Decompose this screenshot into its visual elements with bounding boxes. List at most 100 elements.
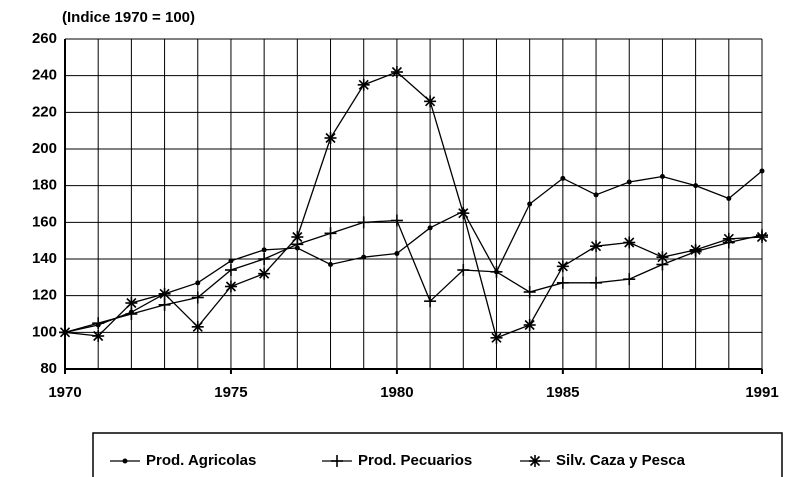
- legend-label: Silv. Caza y Pesca: [556, 452, 686, 469]
- x-tick-label: 1980: [380, 384, 413, 401]
- marker-dot: [427, 225, 433, 231]
- marker: [324, 132, 337, 144]
- marker-dot: [261, 247, 267, 253]
- chart-title: (Indice 1970 = 100): [62, 9, 195, 26]
- marker: [390, 214, 403, 227]
- marker-dot: [122, 458, 128, 464]
- x-tick-label: 1975: [214, 384, 247, 401]
- marker-dot: [228, 258, 234, 264]
- marker: [693, 183, 699, 189]
- marker: [191, 320, 204, 333]
- marker-stroke: [657, 252, 668, 263]
- marker: [331, 455, 343, 467]
- y-tick-label: 220: [32, 103, 57, 120]
- marker: [556, 276, 569, 289]
- marker: [593, 192, 599, 198]
- marker: [759, 168, 765, 174]
- y-tick-label: 180: [32, 177, 57, 194]
- marker-stroke: [425, 96, 436, 107]
- marker-stroke: [723, 233, 734, 244]
- marker: [457, 207, 470, 220]
- marker: [623, 236, 636, 249]
- marker: [424, 95, 437, 108]
- marker: [125, 308, 138, 320]
- y-tick-label: 160: [32, 213, 57, 230]
- marker-stroke: [358, 79, 369, 90]
- legend-label: Prod. Pecuarios: [358, 452, 472, 469]
- marker: [228, 258, 234, 264]
- x-tick-label: 1985: [546, 384, 579, 401]
- marker: [626, 179, 632, 185]
- legend-box: [92, 432, 783, 477]
- marker-stroke: [159, 288, 170, 299]
- marker: [361, 254, 367, 260]
- marker: [92, 317, 105, 330]
- marker: [258, 267, 271, 280]
- marker-stroke: [624, 237, 635, 248]
- marker: [722, 232, 735, 245]
- marker: [328, 262, 334, 267]
- marker-dot: [693, 183, 699, 189]
- marker: [291, 231, 304, 243]
- marker-stroke: [259, 268, 270, 279]
- marker: [756, 231, 768, 243]
- marker: [490, 331, 503, 344]
- series-line: [64, 170, 763, 333]
- legend-label: Prod. Agricolas: [146, 452, 256, 469]
- marker-stroke: [59, 327, 71, 338]
- x-tick-label: 1991: [745, 384, 778, 401]
- marker: [357, 78, 370, 91]
- marker-dot: [626, 179, 632, 185]
- marker: [357, 216, 370, 229]
- marker: [726, 196, 732, 201]
- marker-stroke: [690, 244, 701, 255]
- y-tick-label: 100: [32, 323, 57, 340]
- marker: [523, 286, 536, 298]
- series-line: [64, 71, 763, 339]
- marker: [490, 265, 503, 278]
- marker-dot: [195, 280, 201, 286]
- marker: [590, 276, 603, 289]
- y-tick-label: 200: [32, 140, 57, 157]
- marker: [529, 455, 541, 467]
- marker: [656, 251, 669, 264]
- marker: [523, 319, 536, 331]
- marker-stroke: [491, 332, 502, 343]
- marker: [195, 280, 201, 286]
- x-tick-label: 1970: [48, 384, 81, 401]
- marker: [424, 295, 437, 308]
- marker: [457, 264, 470, 276]
- marker: [92, 330, 105, 342]
- marker: [324, 227, 337, 240]
- marker: [261, 247, 267, 253]
- marker: [258, 253, 271, 265]
- marker: [689, 243, 702, 256]
- marker-stroke: [126, 297, 137, 309]
- marker: [590, 240, 603, 253]
- marker-stroke: [292, 231, 303, 243]
- y-tick-label: 140: [32, 250, 57, 267]
- marker-stroke: [225, 281, 237, 292]
- marker: [560, 175, 566, 181]
- marker: [158, 287, 171, 300]
- y-tick-label: 240: [32, 67, 57, 84]
- marker: [122, 458, 128, 464]
- marker: [659, 174, 665, 179]
- marker-dot: [394, 251, 400, 256]
- marker-stroke: [756, 231, 768, 243]
- marker: [224, 264, 237, 276]
- marker-dot: [726, 196, 732, 201]
- marker-stroke: [391, 66, 402, 78]
- marker-stroke: [529, 455, 541, 467]
- marker-stroke: [524, 319, 535, 331]
- marker-dot: [527, 201, 533, 207]
- y-tick-label: 80: [40, 360, 57, 377]
- marker-dot: [659, 174, 665, 179]
- y-tick-label: 120: [32, 287, 57, 304]
- marker: [390, 66, 403, 78]
- marker-dot: [593, 192, 599, 198]
- series-line: [64, 219, 763, 333]
- marker: [427, 225, 433, 231]
- marker-dot: [328, 262, 334, 267]
- marker-dot: [759, 168, 765, 174]
